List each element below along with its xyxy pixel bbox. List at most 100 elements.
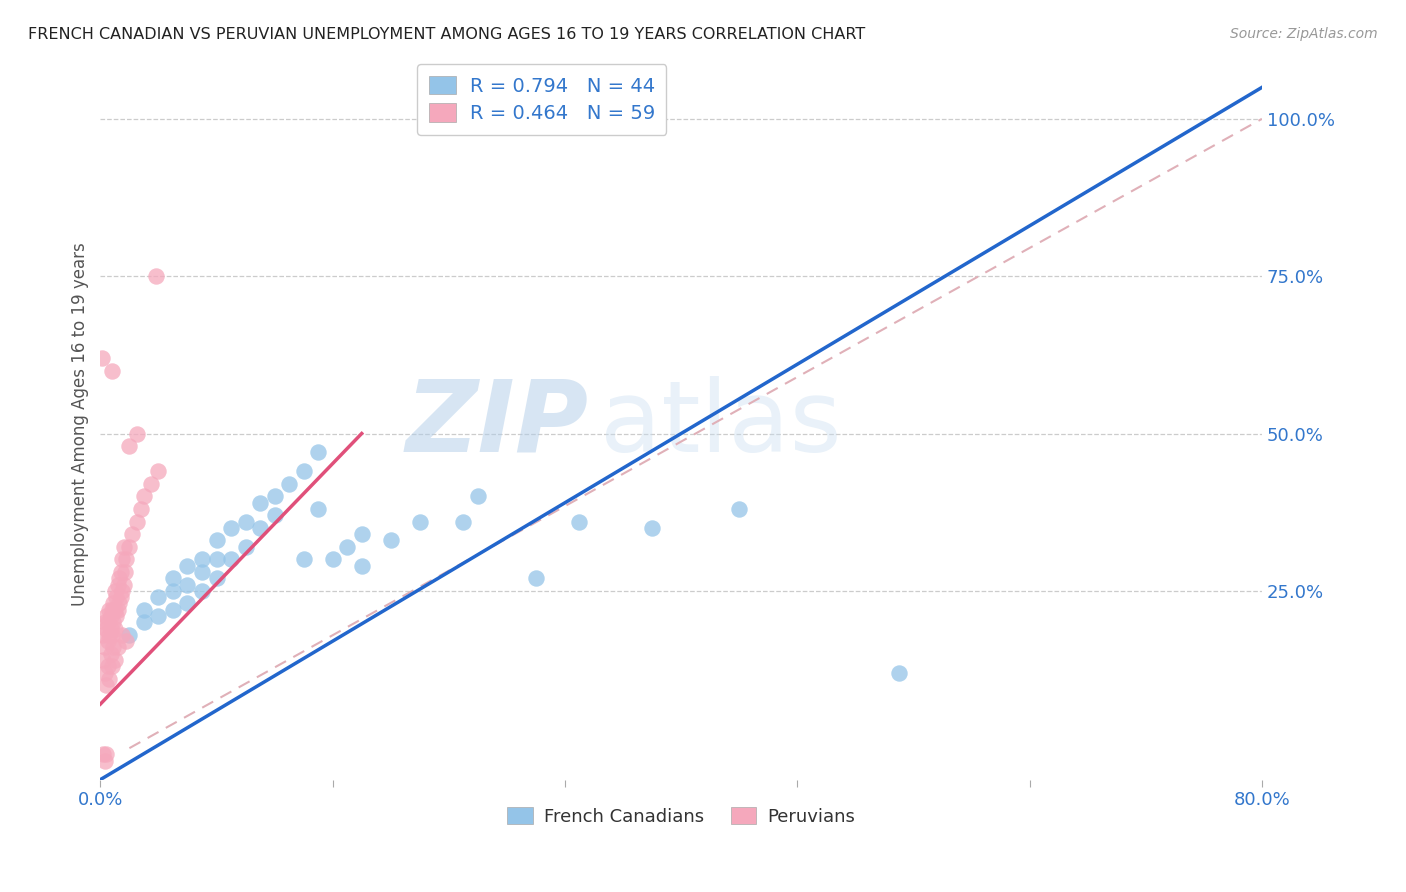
Point	[162, 583, 184, 598]
Point	[101, 628, 124, 642]
Legend: French Canadians, Peruvians: French Canadians, Peruvians	[499, 797, 863, 835]
Point	[93, 754, 115, 768]
Point	[176, 596, 198, 610]
Point	[91, 747, 114, 762]
Point	[96, 622, 118, 636]
Point	[409, 515, 432, 529]
Point	[118, 628, 141, 642]
Point	[235, 515, 257, 529]
Point	[176, 558, 198, 573]
Point	[125, 515, 148, 529]
Point	[104, 622, 127, 636]
Point	[100, 647, 122, 661]
Point	[112, 540, 135, 554]
Point	[91, 628, 114, 642]
Point	[104, 603, 127, 617]
Point	[249, 521, 271, 535]
Point	[97, 615, 120, 630]
Point	[118, 540, 141, 554]
Point	[97, 634, 120, 648]
Point	[91, 653, 114, 667]
Point	[467, 490, 489, 504]
Point	[96, 609, 118, 624]
Point	[101, 603, 124, 617]
Y-axis label: Unemployment Among Ages 16 to 19 years: Unemployment Among Ages 16 to 19 years	[72, 243, 89, 606]
Point	[111, 583, 134, 598]
Point	[107, 603, 129, 617]
Point	[524, 571, 547, 585]
Point	[101, 363, 124, 377]
Point	[141, 476, 163, 491]
Point	[90, 351, 112, 365]
Point	[103, 615, 125, 630]
Point	[107, 640, 129, 655]
Point	[568, 515, 591, 529]
Text: Source: ZipAtlas.com: Source: ZipAtlas.com	[1230, 27, 1378, 41]
Point	[292, 552, 315, 566]
Point	[98, 603, 121, 617]
Point	[103, 640, 125, 655]
Point	[249, 496, 271, 510]
Point	[380, 533, 402, 548]
Point	[98, 672, 121, 686]
Point	[115, 634, 138, 648]
Point	[191, 565, 214, 579]
Point	[263, 508, 285, 523]
Text: ZIP: ZIP	[405, 376, 588, 473]
Point	[115, 552, 138, 566]
Point	[132, 603, 155, 617]
Point	[100, 622, 122, 636]
Point	[162, 603, 184, 617]
Point	[105, 609, 128, 624]
Point	[205, 552, 228, 566]
Point	[111, 552, 134, 566]
Point	[205, 571, 228, 585]
Point	[105, 590, 128, 604]
Point	[336, 540, 359, 554]
Point	[307, 445, 329, 459]
Point	[191, 552, 214, 566]
Point	[728, 502, 751, 516]
Point	[125, 426, 148, 441]
Point	[292, 464, 315, 478]
Point	[108, 596, 131, 610]
Point	[104, 653, 127, 667]
Point	[118, 439, 141, 453]
Point	[453, 515, 475, 529]
Point	[108, 571, 131, 585]
Point	[96, 747, 118, 762]
Point	[93, 665, 115, 680]
Point	[278, 476, 301, 491]
Point	[263, 490, 285, 504]
Point	[98, 628, 121, 642]
Point	[93, 640, 115, 655]
Text: FRENCH CANADIAN VS PERUVIAN UNEMPLOYMENT AMONG AGES 16 TO 19 YEARS CORRELATION C: FRENCH CANADIAN VS PERUVIAN UNEMPLOYMENT…	[28, 27, 865, 42]
Point	[145, 269, 167, 284]
Point	[641, 521, 664, 535]
Point	[132, 490, 155, 504]
Point	[322, 552, 344, 566]
Point	[205, 533, 228, 548]
Point	[101, 659, 124, 673]
Point	[110, 590, 132, 604]
Point	[191, 583, 214, 598]
Point	[887, 665, 910, 680]
Point	[96, 678, 118, 692]
Point	[129, 502, 152, 516]
Point	[97, 659, 120, 673]
Point	[219, 552, 242, 566]
Point	[100, 609, 122, 624]
Point	[219, 521, 242, 535]
Point	[114, 565, 136, 579]
Point	[93, 615, 115, 630]
Point	[104, 583, 127, 598]
Point	[148, 464, 170, 478]
Point	[121, 527, 143, 541]
Point	[112, 577, 135, 591]
Point	[148, 609, 170, 624]
Text: atlas: atlas	[600, 376, 841, 473]
Point	[148, 590, 170, 604]
Point	[107, 577, 129, 591]
Point	[350, 527, 373, 541]
Point	[176, 577, 198, 591]
